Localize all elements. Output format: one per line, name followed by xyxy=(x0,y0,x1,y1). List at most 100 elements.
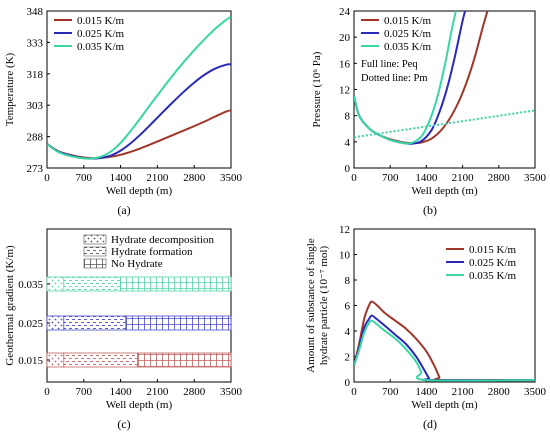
legend-label: 0.015 K/m xyxy=(77,15,125,27)
x-tick-label: 3500 xyxy=(220,172,243,184)
y-tick-label: 16 xyxy=(339,58,351,70)
legend-label: No Hydrate xyxy=(111,258,163,270)
y-tick-label: 0.025 xyxy=(18,318,43,330)
x-tick-label: 0 xyxy=(351,172,357,184)
panel-label-c: (c) xyxy=(117,417,130,431)
x-tick-label: 1400 xyxy=(415,172,438,184)
x-tick-label: 1400 xyxy=(110,386,133,398)
annotation-full-line: Full line: Peq xyxy=(361,59,418,70)
y-tick-label: 303 xyxy=(27,100,44,112)
bar-segment-formation xyxy=(63,352,138,368)
x-tick-label: 0 xyxy=(351,386,357,398)
legend-swatch xyxy=(83,258,107,269)
y-axis-title-line2: hydrate particle (10⁻⁷ mol) xyxy=(318,246,330,366)
legend-label: 0.035 K/m xyxy=(384,41,432,53)
x-tick-label: 2100 xyxy=(452,386,475,398)
x-axis-title: Well depth (m) xyxy=(106,185,173,197)
x-axis-title: Well depth (m) xyxy=(106,399,173,411)
y-tick-label: 0.015 xyxy=(18,355,43,367)
x-tick-label: 2800 xyxy=(488,172,511,184)
y-tick-label: 12 xyxy=(339,85,350,97)
x-axis-title: Well depth (m) xyxy=(411,399,478,411)
legend-label: 0.035 K/m xyxy=(77,41,125,53)
x-tick-label: 2800 xyxy=(183,172,206,184)
x-tick-label: 1400 xyxy=(415,386,438,398)
bar-segment-no-hydrate xyxy=(120,276,232,292)
y-axis-title: Pressure (10⁶ Pa) xyxy=(311,51,323,127)
chart-panel-3: 0 700 1400 2100 2800 3500 Well depth (m) 0.015 0… xyxy=(4,228,243,411)
legend-label: 0.015 K/m xyxy=(384,15,432,27)
y-axis-title: Amount of substance of singlehydrate par… xyxy=(305,238,330,373)
panel-label-d: (d) xyxy=(423,417,437,431)
y-axis-title: Geothermal gradient (K/m) xyxy=(4,245,16,366)
y-tick-label: 0.035 xyxy=(18,279,43,291)
series-line-0-015-K-m xyxy=(354,300,535,382)
x-axis-title: Well depth (m) xyxy=(411,185,478,197)
series-line-0-025-K-m xyxy=(47,63,231,160)
x-tick-label: 700 xyxy=(382,172,399,184)
legend-swatch xyxy=(83,234,107,245)
y-tick-label: 348 xyxy=(27,6,44,18)
x-tick-label: 2800 xyxy=(488,386,511,398)
series-line-0-035-K-m xyxy=(47,15,231,160)
x-tick-label: 700 xyxy=(76,386,93,398)
legend-swatch xyxy=(83,246,107,257)
y-tick-label: 318 xyxy=(27,69,44,81)
bar-segment-no-hydrate xyxy=(125,315,232,331)
series-line-Pm xyxy=(354,109,535,139)
y-axis-title: Temperature (K) xyxy=(4,52,16,126)
panel-label-a: (a) xyxy=(117,203,130,217)
y-tick-label: 12 xyxy=(339,224,350,236)
x-tick-label: 0 xyxy=(44,172,50,184)
legend-label: 0.035 K/m xyxy=(469,270,517,282)
y-tick-label: 10 xyxy=(339,250,351,262)
x-tick-label: 2100 xyxy=(146,172,169,184)
series-line-0-025-K-m xyxy=(354,314,535,382)
x-tick-label: 700 xyxy=(382,386,399,398)
x-tick-label: 2100 xyxy=(452,172,475,184)
y-tick-label: 8 xyxy=(345,111,351,123)
series-line-0-035-K-m xyxy=(354,319,535,382)
chart-panel-4: 0 700 1400 2100 2800 3500 Well depth (m) 0 2 4 6 8 1… xyxy=(305,224,547,411)
chart-panel-2: 0 700 1400 2100 2800 3500 Well depth (m) 0 4 8 12 1… xyxy=(311,6,547,197)
y-tick-label: 0 xyxy=(345,377,351,389)
bar-segment-formation xyxy=(63,315,127,331)
legend-label: Hydrate formation xyxy=(111,246,193,258)
legend-label: 0.025 K/m xyxy=(384,28,432,40)
y-tick-label: 2 xyxy=(345,352,351,364)
x-tick-label: 3500 xyxy=(524,172,547,184)
y-tick-label: 0 xyxy=(345,163,351,175)
plot-frame xyxy=(353,10,536,169)
y-tick-label: 333 xyxy=(27,37,44,49)
y-axis-title-line1: Amount of substance of single xyxy=(305,238,317,373)
chart-panel-1: 0 700 1400 2100 2800 3500 Well depth (m) 273 288… xyxy=(4,6,243,197)
y-tick-label: 20 xyxy=(339,32,351,44)
plot-frame xyxy=(46,228,232,383)
legend-label: 0.025 K/m xyxy=(77,28,125,40)
y-tick-label: 6 xyxy=(345,301,351,313)
x-tick-label: 0 xyxy=(44,386,50,398)
series-line-0-035-K-m xyxy=(354,11,457,145)
y-tick-label: 24 xyxy=(339,6,351,18)
legend-label: Hydrate decomposition xyxy=(111,234,214,246)
legend-label: 0.025 K/m xyxy=(469,257,517,269)
y-tick-label: 8 xyxy=(345,275,351,287)
y-tick-label: 4 xyxy=(345,137,351,149)
legend-label: 0.015 K/m xyxy=(469,244,517,256)
bar-segment-formation xyxy=(63,276,121,292)
series-line-0-015-K-m xyxy=(47,109,231,160)
x-tick-label: 2100 xyxy=(146,386,169,398)
panel-label-b: (b) xyxy=(423,203,437,217)
x-tick-label: 3500 xyxy=(524,386,547,398)
x-tick-label: 3500 xyxy=(220,386,243,398)
y-tick-label: 288 xyxy=(27,132,44,144)
x-tick-label: 1400 xyxy=(110,172,133,184)
bar-segment-no-hydrate xyxy=(137,352,232,368)
plot-frame xyxy=(46,10,232,169)
annotation-dotted-line: Dotted line: Pm xyxy=(361,73,428,84)
y-tick-label: 4 xyxy=(345,326,351,338)
x-tick-label: 700 xyxy=(76,172,93,184)
x-tick-label: 2800 xyxy=(183,386,206,398)
y-tick-label: 273 xyxy=(27,163,44,175)
